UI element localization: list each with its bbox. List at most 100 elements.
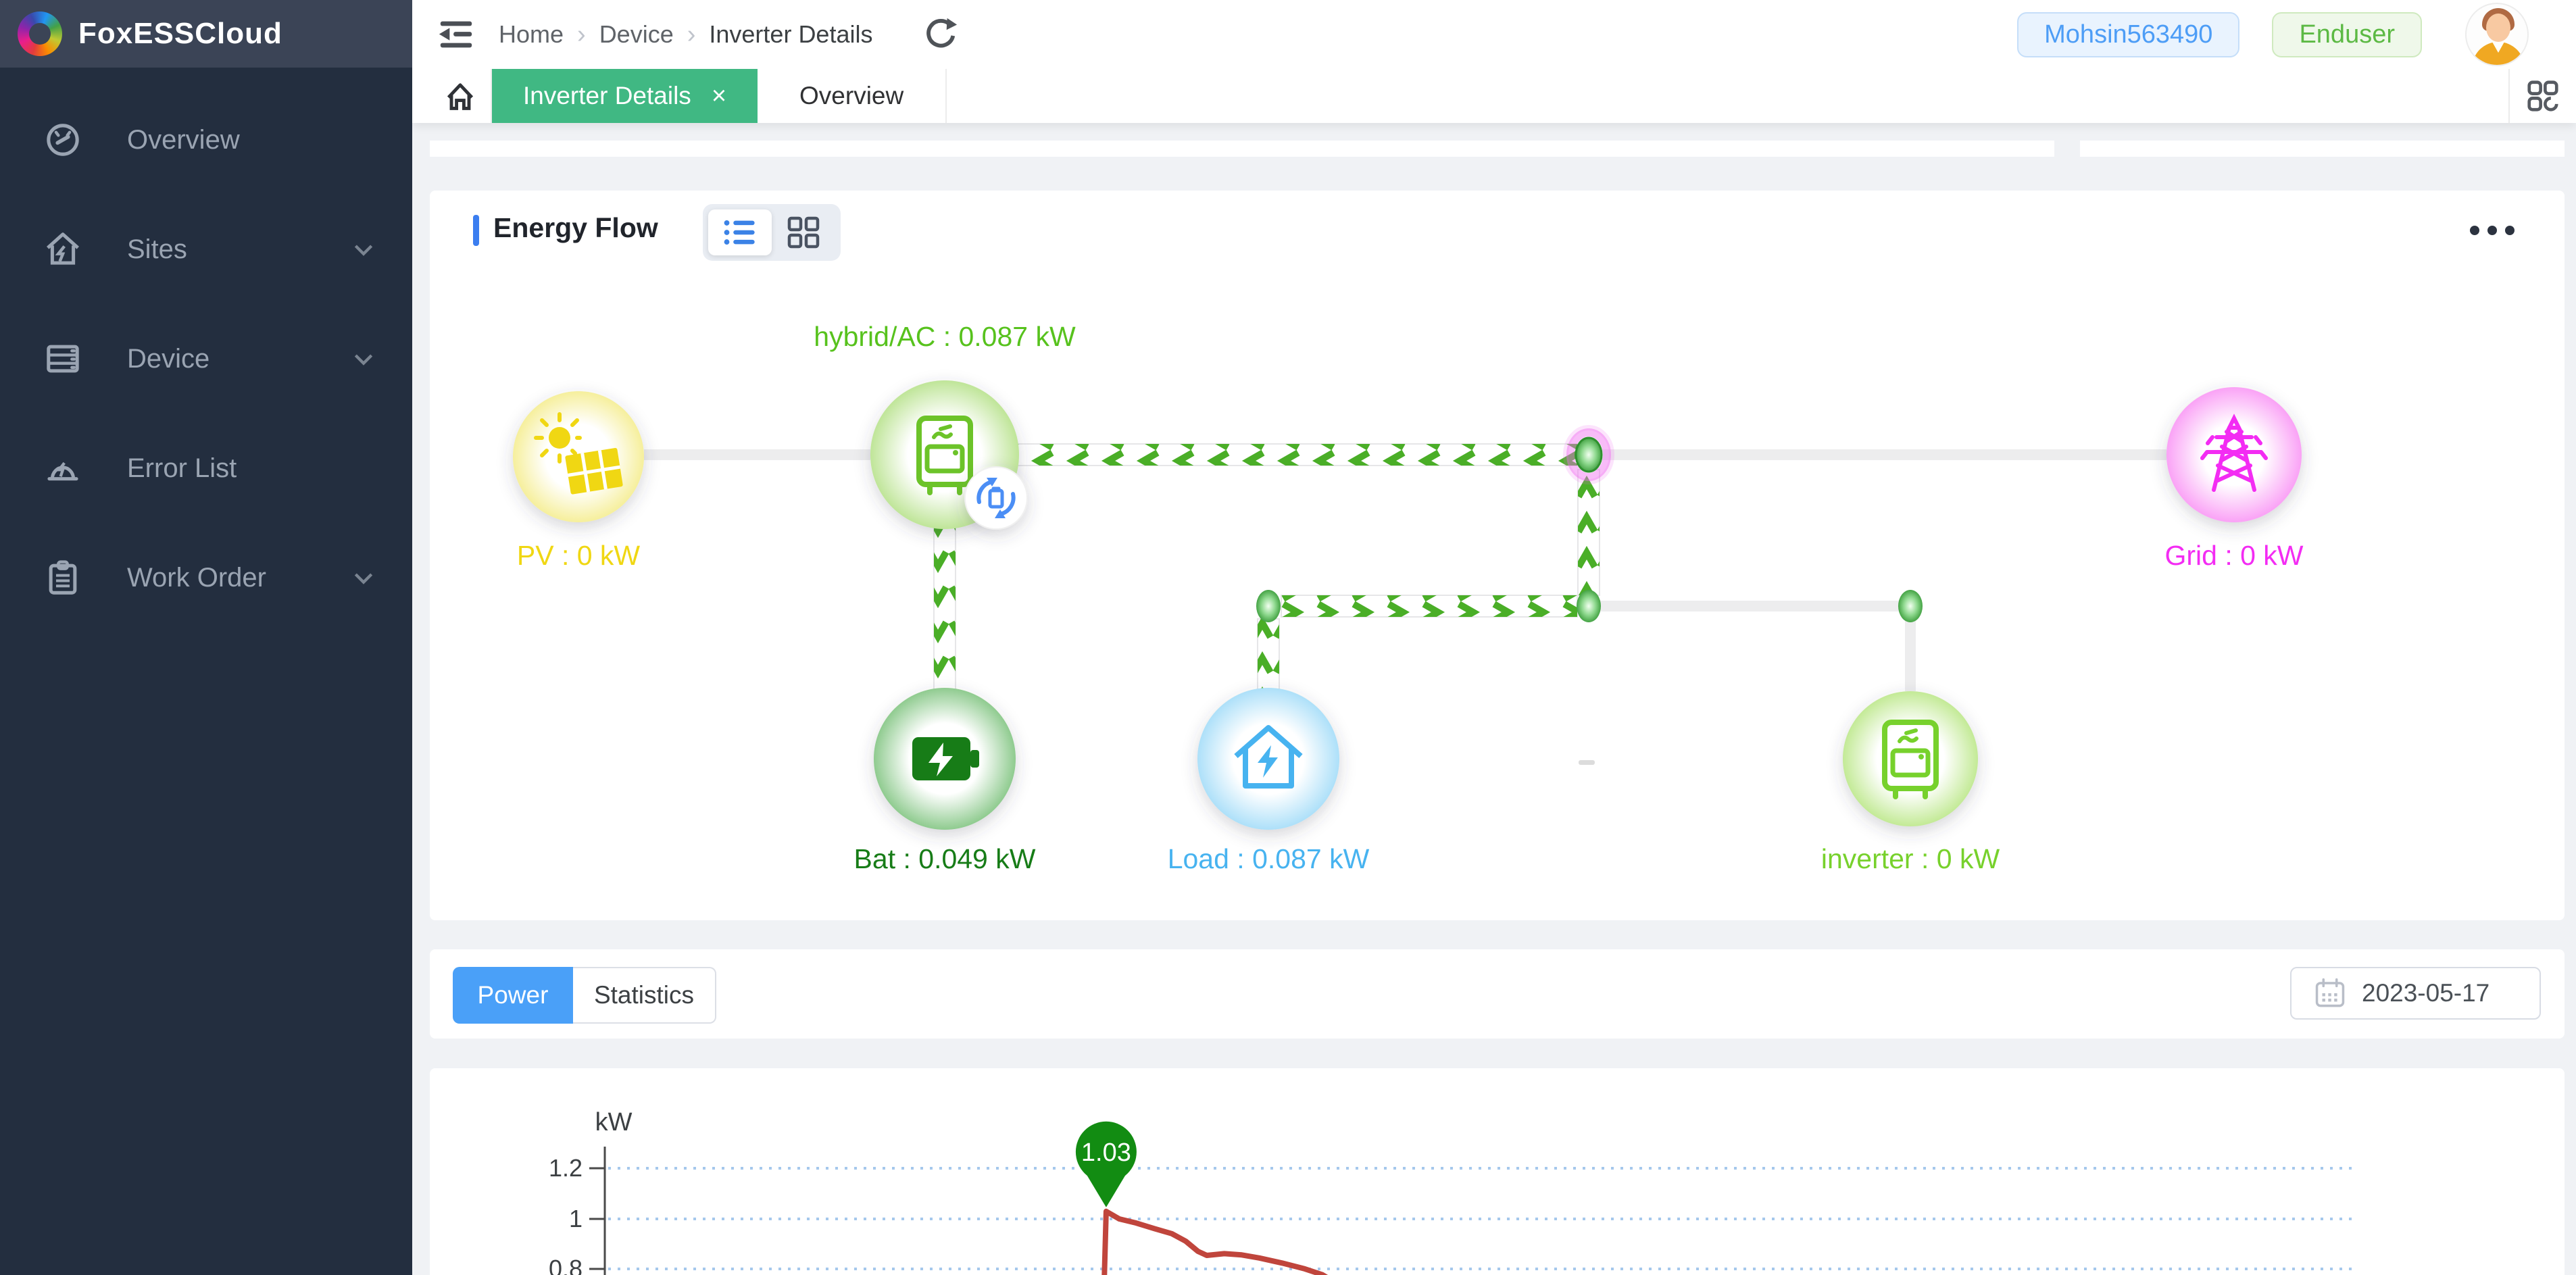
tab-home[interactable] <box>430 69 492 123</box>
max-value-label: 1.03 <box>1081 1139 1131 1167</box>
sidebar: FoxESSCloud Overview Sites <box>0 0 412 1275</box>
avatar[interactable] <box>2465 3 2529 66</box>
load-house-icon <box>1234 725 1303 789</box>
flow-junction-dots <box>1256 425 1923 765</box>
grid-tower-icon <box>2200 414 2268 492</box>
alarm-icon <box>47 461 78 481</box>
node-load: Load : 0.087 kW <box>1168 688 1370 874</box>
date-picker[interactable]: 2023-05-17 <box>2290 967 2541 1020</box>
tabbar-filler <box>947 69 2508 123</box>
y-tick: 1 <box>569 1205 583 1232</box>
solar-panel-icon <box>534 412 623 495</box>
server-icon <box>47 345 79 373</box>
node-grid: Grid : 0 kW <box>2164 387 2304 571</box>
power-chart-card: kW 1.2 1 0.8 <box>430 1068 2565 1275</box>
brand-title: FoxESSCloud <box>78 17 282 50</box>
gridline-0-8: 0.8 <box>549 1255 2358 1275</box>
apps-grid-icon <box>2527 80 2558 111</box>
energy-flow-title: Energy Flow <box>493 212 658 243</box>
sidebar-item-work-order[interactable]: Work Order <box>0 541 412 615</box>
sidebar-item-overview[interactable]: Overview <box>0 103 412 177</box>
y-tick: 0.8 <box>549 1255 583 1275</box>
sidebar-item-label: Overview <box>127 124 240 155</box>
view-toggle <box>703 204 841 261</box>
sidebar-item-device[interactable]: Device <box>0 322 412 396</box>
load-label: Load : 0.087 kW <box>1168 843 1370 874</box>
brand-header: FoxESSCloud <box>0 0 412 68</box>
node-battery: Bat : 0.049 kW <box>854 688 1036 874</box>
inverter-label: inverter : 0 kW <box>1821 843 2000 874</box>
breadcrumb-separator: › <box>687 20 696 49</box>
role-badge: Enduser <box>2272 11 2422 57</box>
tab-power[interactable]: Power <box>453 967 573 1024</box>
calendar-icon <box>2315 978 2345 1007</box>
gridline-1-2: 1.2 <box>549 1154 2358 1182</box>
hamburger-collapse-icon <box>439 21 472 48</box>
chevron-down-icon <box>354 573 373 584</box>
hybrid-label: hybrid/AC : 0.087 kW <box>814 321 1076 352</box>
sidebar-item-label: Work Order <box>127 562 266 593</box>
sidebar-item-label: Error List <box>127 453 237 483</box>
grid-label: Grid : 0 kW <box>2164 540 2303 571</box>
y-tick: 1.2 <box>549 1154 583 1182</box>
chevron-down-icon <box>354 354 373 366</box>
list-view-toggle[interactable] <box>708 209 772 255</box>
refresh-button[interactable] <box>922 16 959 53</box>
sidebar-item-label: Device <box>127 343 210 374</box>
energy-flow-card: PV : 0 kW hybrid/AC : 0.087 kW <box>430 191 2565 920</box>
breadcrumb-separator: › <box>577 20 586 49</box>
scrolled-card-remnant <box>430 141 2054 157</box>
power-panel-card: Power Statistics 2023-05-17 <box>430 949 2565 1039</box>
home-icon <box>447 83 474 110</box>
power-series-line <box>1101 1208 1329 1275</box>
node-hybrid: hybrid/AC : 0.087 kW <box>814 321 1076 529</box>
ellipsis-icon <box>2470 226 2479 235</box>
breadcrumb-device[interactable]: Device <box>599 20 674 48</box>
sidebar-item-error-list[interactable]: Error List <box>0 431 412 505</box>
sidebar-nav: Overview Sites Device <box>0 68 412 615</box>
breadcrumb-current: Inverter Details <box>709 20 873 48</box>
tab-label: Inverter Details <box>523 82 691 109</box>
grid-view-toggle[interactable] <box>772 209 835 255</box>
node-inverter: inverter : 0 kW <box>1821 691 2000 874</box>
list-view-icon <box>724 220 755 245</box>
chevron-down-icon <box>354 245 373 256</box>
date-value: 2023-05-17 <box>2362 979 2490 1007</box>
gridline-1-0: 1 <box>569 1205 2358 1232</box>
sidebar-item-sites[interactable]: Sites <box>0 212 412 286</box>
battery-label: Bat : 0.049 kW <box>854 843 1036 874</box>
main-area: Home › Device › Inverter Details Mohsin5… <box>412 0 2576 1275</box>
tab-inverter-details[interactable]: Inverter Details × <box>492 69 758 123</box>
breadcrumb: Home › Device › Inverter Details <box>499 20 872 49</box>
sync-arrows-icon <box>976 478 1016 518</box>
flow-line-plain <box>644 449 2166 691</box>
close-tab-icon[interactable]: × <box>711 82 727 110</box>
battery-icon <box>912 737 979 780</box>
more-options-button[interactable] <box>2470 226 2515 235</box>
pv-label: PV : 0 kW <box>517 540 641 571</box>
energy-flow-diagram: PV : 0 kW hybrid/AC : 0.087 kW <box>513 321 2304 874</box>
refresh-icon <box>926 18 958 48</box>
y-axis-unit: kW <box>595 1108 633 1136</box>
power-line-chart: kW 1.2 1 0.8 <box>549 1108 2358 1275</box>
power-tabs: Power Statistics <box>453 967 716 1024</box>
clipboard-icon <box>49 560 77 595</box>
tab-overview[interactable]: Overview <box>758 69 947 123</box>
topbar: Home › Device › Inverter Details Mohsin5… <box>412 0 2576 69</box>
layout-switcher-button[interactable] <box>2508 69 2576 123</box>
collapse-sidebar-button[interactable] <box>437 17 476 52</box>
node-pv: PV : 0 kW <box>513 391 644 571</box>
tab-statistics[interactable]: Statistics <box>573 967 716 1024</box>
gauge-icon <box>47 124 79 156</box>
site-house-icon <box>47 232 79 265</box>
tab-label: Overview <box>799 82 904 109</box>
tabbar: Inverter Details × Overview <box>412 69 2576 123</box>
foxess-logo-icon <box>18 11 62 56</box>
sync-badge[interactable] <box>964 466 1028 530</box>
breadcrumb-home[interactable]: Home <box>499 20 564 48</box>
flow-line-active <box>933 443 1600 690</box>
grid-view-icon <box>787 216 820 249</box>
username-badge[interactable]: Mohsin563490 <box>2017 11 2240 57</box>
scrolled-card-remnant <box>2080 141 2565 157</box>
sidebar-item-label: Sites <box>127 234 187 264</box>
